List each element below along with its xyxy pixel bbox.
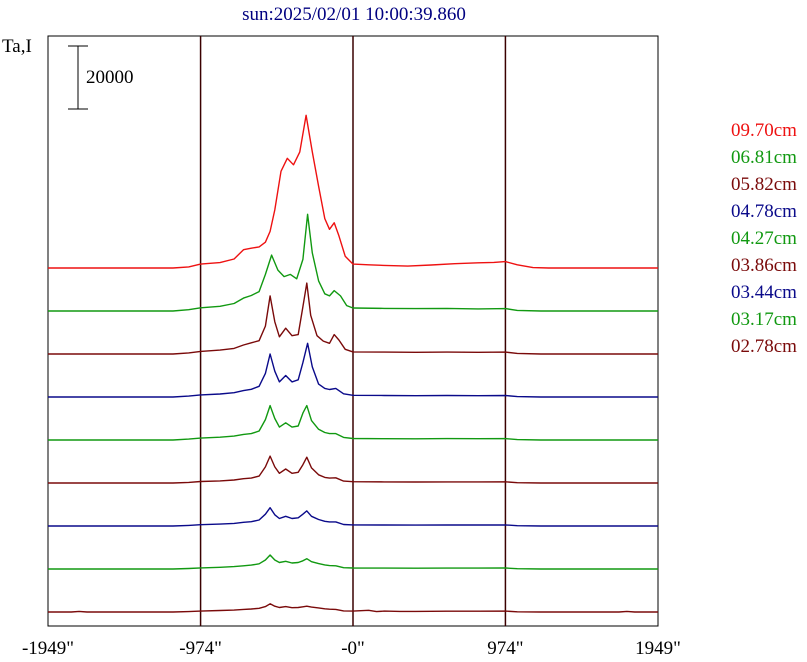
reference-lines: [199, 36, 507, 626]
legend-entry-05.82cm: 05.82cm: [731, 174, 797, 195]
y-axis-label: Ta,I: [2, 36, 32, 57]
x-tick-label-1: -974": [179, 638, 222, 659]
series-line-03.86cm: [48, 455, 658, 484]
series-line-05.82cm: [48, 282, 658, 355]
scale-bar: 20000: [68, 45, 134, 110]
series-line-04.27cm: [48, 404, 658, 441]
x-tick-labels: -1949" -974" -0" 974" 1949": [22, 638, 681, 659]
chart-title: sun:2025/02/01 10:00:39.860: [242, 4, 466, 25]
x-tick-label-2: -0": [341, 638, 365, 659]
series-line-03.44cm: [48, 507, 658, 527]
series-line-06.81cm: [48, 213, 658, 312]
legend-entry-04.78cm: 04.78cm: [731, 201, 797, 222]
legend-entry-02.78cm: 02.78cm: [731, 336, 797, 357]
legend-entry-03.44cm: 03.44cm: [731, 282, 797, 303]
legend-entry-03.17cm: 03.17cm: [731, 309, 797, 330]
legend-entry-04.27cm: 04.27cm: [731, 228, 797, 249]
scale-bar-label: 20000: [86, 67, 134, 88]
series-line-09.70cm: [48, 114, 658, 269]
series-line-04.78cm: [48, 342, 658, 398]
legend-entry-06.81cm: 06.81cm: [731, 147, 797, 168]
series-line-02.78cm: [48, 603, 658, 613]
legend-entry-03.86cm: 03.86cm: [731, 255, 797, 276]
series-line-03.17cm: [48, 554, 658, 570]
legend: 09.70cm 06.81cm 05.82cm 04.78cm 04.27cm 03.86…: [731, 120, 797, 357]
legend-entry-09.70cm: 09.70cm: [731, 120, 797, 141]
x-tick-label-0: -1949": [22, 638, 74, 659]
x-tick-label-3: 974": [487, 638, 523, 659]
series-group: [48, 114, 658, 613]
x-tick-label-4: 1949": [635, 638, 681, 659]
